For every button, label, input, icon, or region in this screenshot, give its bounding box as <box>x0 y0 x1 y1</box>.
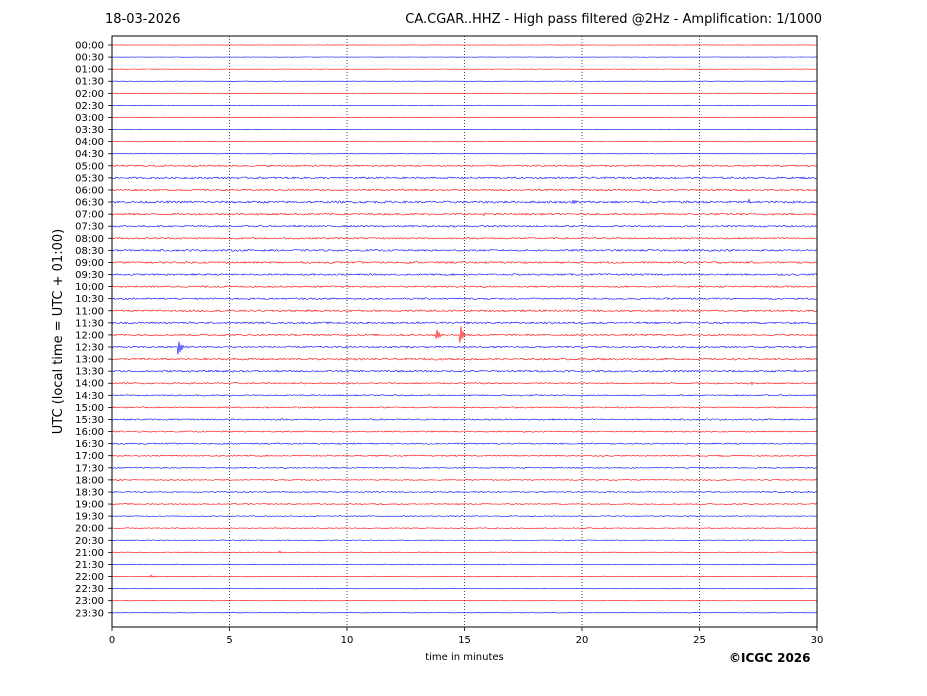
trace-1130 <box>111 321 818 325</box>
y-tick-label-1630: 16:30 <box>75 439 104 450</box>
trace-1730 <box>111 466 818 469</box>
y-tick-label-0800: 08:00 <box>75 234 104 245</box>
x-tick-label-0: 0 <box>109 635 115 646</box>
y-tick-label-0700: 07:00 <box>75 210 104 221</box>
y-tick-label-1300: 13:00 <box>75 355 104 366</box>
y-tick-label-2000: 20:00 <box>75 524 104 535</box>
y-tick-label-1000: 10:00 <box>75 282 104 293</box>
y-tick-label-0000: 00:00 <box>75 41 104 52</box>
y-tick-label-0630: 06:30 <box>75 198 104 209</box>
x-tick-label-20: 20 <box>576 635 589 646</box>
trace-2100 <box>111 550 817 554</box>
trace-0530 <box>111 176 818 180</box>
y-tick-label-1730: 17:30 <box>75 463 104 474</box>
x-tick-label-15: 15 <box>458 635 471 646</box>
y-tick-label-2100: 21:00 <box>75 548 104 559</box>
trace-2030 <box>111 539 818 541</box>
trace-1800 <box>111 478 818 481</box>
y-tick-label-0900: 09:00 <box>75 258 104 269</box>
y-tick-label-1930: 19:30 <box>75 512 104 523</box>
y-tick-label-2030: 20:30 <box>75 536 104 547</box>
y-tick-label-1130: 11:30 <box>75 318 104 329</box>
y-tick-label-0300: 03:00 <box>75 113 104 124</box>
trace-1000 <box>111 285 818 288</box>
y-tick-label-0530: 05:30 <box>75 173 104 184</box>
trace-1400 <box>111 381 818 386</box>
y-tick-label-1600: 16:00 <box>75 427 104 438</box>
y-tick-label-2230: 22:30 <box>75 584 104 595</box>
trace-0700 <box>111 212 818 217</box>
y-axis-label: UTC (local time = UTC + 01:00) <box>51 229 66 434</box>
trace-1600 <box>111 430 818 433</box>
y-tick-label-2300: 23:00 <box>75 596 104 607</box>
y-tick-label-1230: 12:30 <box>75 343 104 354</box>
trace-1930 <box>111 515 818 517</box>
y-tick-label-2130: 21:30 <box>75 560 104 571</box>
trace-0900 <box>112 260 818 264</box>
x-tick-label-25: 25 <box>693 635 706 646</box>
plot-date: 18-03-2026 <box>105 12 181 27</box>
plot-title: CA.CGAR..HHZ - High pass filtered @2Hz -… <box>405 12 822 27</box>
trace-2000 <box>111 527 818 529</box>
trace-1900 <box>111 503 818 506</box>
x-tick-label-5: 5 <box>226 635 232 646</box>
y-tick-label-0400: 04:00 <box>75 137 104 148</box>
trace-1830 <box>111 490 818 493</box>
y-tick-label-0500: 05:00 <box>75 161 104 172</box>
trace-1030 <box>111 297 818 300</box>
y-tick-label-2200: 22:00 <box>75 572 104 583</box>
y-tick-label-2330: 23:30 <box>75 608 104 619</box>
trace-1430 <box>111 394 818 397</box>
trace-0600 <box>111 188 818 192</box>
trace-1500 <box>111 406 818 409</box>
trace-1700 <box>111 454 818 458</box>
y-tick-label-1330: 13:30 <box>75 367 104 378</box>
y-tick-label-0200: 02:00 <box>75 89 104 100</box>
trace-1230 <box>111 341 818 355</box>
trace-1530 <box>111 418 818 421</box>
y-tick-label-0430: 04:30 <box>75 149 104 160</box>
y-tick-label-1400: 14:00 <box>75 379 104 390</box>
y-tick-label-1100: 11:00 <box>75 306 104 317</box>
y-tick-label-0030: 00:30 <box>75 53 104 64</box>
trace-1630 <box>111 442 817 445</box>
y-tick-label-1700: 17:00 <box>75 451 104 462</box>
trace-2130 <box>111 563 818 566</box>
plot-frame <box>111 35 818 628</box>
y-tick-label-1830: 18:30 <box>75 487 104 498</box>
y-tick-label-0130: 01:30 <box>75 77 104 88</box>
y-tick-label-0330: 03:30 <box>75 125 104 136</box>
trace-1330 <box>111 369 818 373</box>
trace-1100 <box>111 309 818 313</box>
y-tick-label-0600: 06:00 <box>75 185 104 196</box>
y-tick-label-0730: 07:30 <box>75 222 104 233</box>
y-tick-label-1430: 14:30 <box>75 391 104 402</box>
trace-0730 <box>111 224 818 228</box>
trace-0930 <box>111 273 818 276</box>
trace-0500 <box>111 164 818 168</box>
y-tick-label-0100: 01:00 <box>75 65 104 76</box>
trace-2200 <box>112 574 818 578</box>
y-tick-label-1200: 12:00 <box>75 330 104 341</box>
y-tick-label-0830: 08:30 <box>75 246 104 257</box>
trace-1200 <box>111 326 818 343</box>
y-tick-label-1500: 15:00 <box>75 403 104 414</box>
y-tick-label-1530: 15:30 <box>75 415 104 426</box>
y-tick-label-0930: 09:30 <box>75 270 104 281</box>
x-tick-label-30: 30 <box>811 635 824 646</box>
trace-2230 <box>111 587 818 590</box>
trace-1300 <box>111 357 818 361</box>
copyright-label: ©ICGC 2026 <box>729 651 811 665</box>
y-tick-label-0230: 02:30 <box>75 101 104 112</box>
x-tick-label-10: 10 <box>341 635 354 646</box>
trace-0630 <box>111 198 818 205</box>
x-axis-label: time in minutes <box>425 652 504 663</box>
trace-0800 <box>111 236 818 240</box>
y-tick-label-1800: 18:00 <box>75 475 104 486</box>
trace-0830 <box>111 248 818 252</box>
y-tick-label-1030: 10:30 <box>75 294 104 305</box>
y-tick-label-1900: 19:00 <box>75 500 104 511</box>
